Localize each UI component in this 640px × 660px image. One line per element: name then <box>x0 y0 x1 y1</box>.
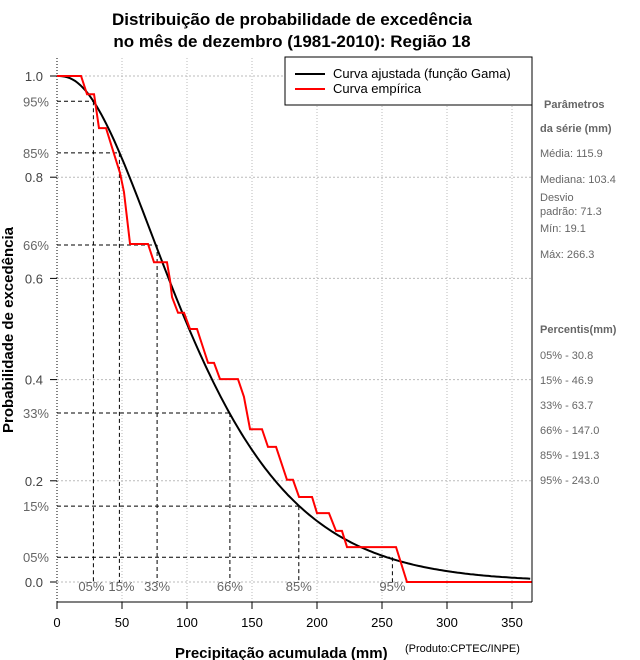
legend-box <box>284 56 533 106</box>
percentiles-list: 05% - 30.8 15% - 46.9 33% - 63.7 66% - 147.… <box>540 350 599 487</box>
credit-label: (Produto:CPTEC/INPE) <box>405 643 520 655</box>
param-min: Mín: 19.1 <box>540 223 586 235</box>
x-tick-label: 300 <box>436 615 458 630</box>
percentile-value: 85% - 191.3 <box>540 450 599 462</box>
legend-label-empirical: Curva empírica <box>333 81 422 96</box>
param-mean: Média: 115.9 <box>540 148 603 160</box>
params-title-2: da série (mm) <box>540 123 612 135</box>
x-tick-label: 150 <box>241 615 263 630</box>
x-tick-label: 250 <box>371 615 393 630</box>
y-tick-label: 0.0 <box>25 575 43 590</box>
percentile-x-label: 95% <box>379 579 405 594</box>
percentile-y-label: 85% <box>23 146 49 161</box>
percentile-value: 05% - 30.8 <box>540 350 593 362</box>
percentile-value: 33% - 63.7 <box>540 400 593 412</box>
param-median: Mediana: 103.4 <box>540 174 616 186</box>
gamma-fit-curve <box>57 75 531 580</box>
x-tick-label: 0 <box>53 615 60 630</box>
chart-title-line-2: no mês de dezembro (1981-2010): Região 1… <box>113 32 470 51</box>
params-title: Parâmetros <box>544 99 605 111</box>
percentile-x-label: 66% <box>217 579 243 594</box>
y-tick-label: 0.4 <box>25 373 43 388</box>
x-tick-label: 200 <box>306 615 328 630</box>
y-tick-label: 0.2 <box>25 474 43 489</box>
percentile-x-label: 15% <box>108 579 134 594</box>
param-sd-1: Desvio <box>540 192 574 204</box>
y-tick-label: 1.0 <box>25 69 43 84</box>
percentile-markers: 95% 05% 85% 15% 66% 33% 33% 66% 15% 85% 05% 95% <box>23 94 406 594</box>
percentiles-title: Percentis(mm) <box>540 324 617 336</box>
legend-label-gamma: Curva ajustada (função Gama) <box>333 66 511 81</box>
empirical-curve <box>57 75 532 583</box>
percentile-y-label: 95% <box>23 94 49 109</box>
chart-title-line-1: Distribuição de probabilidade de excedên… <box>112 10 472 29</box>
percentile-y-label: 33% <box>23 406 49 421</box>
x-tick-label: 50 <box>115 615 129 630</box>
percentile-y-label: 66% <box>23 238 49 253</box>
x-tick-label: 350 <box>501 615 523 630</box>
percentile-y-label: 05% <box>23 550 49 565</box>
x-tick-label: 100 <box>176 615 198 630</box>
percentile-x-label: 33% <box>144 579 170 594</box>
series-parameters-panel: Parâmetros da série (mm) Média: 115.9 Me… <box>540 99 617 487</box>
y-tick-label: 0.8 <box>25 170 43 185</box>
x-axis-label: Precipitação acumulada (mm) <box>175 645 388 660</box>
axes: 0 50 100 150 200 250 300 350 0.0 0.2 0.4 0.6 0.8 1.0 <box>25 58 533 630</box>
y-tick-label: 0.6 <box>25 271 43 286</box>
percentile-x-label: 05% <box>78 579 104 594</box>
y-axis-label: Probabilidade de excedência <box>0 226 17 433</box>
percentile-value: 95% - 243.0 <box>540 475 599 487</box>
legend: Curva ajustada (função Gama) Curva empír… <box>284 56 533 106</box>
percentile-value: 15% - 46.9 <box>540 375 593 387</box>
param-max: Máx: 266.3 <box>540 249 594 261</box>
percentile-y-label: 15% <box>23 499 49 514</box>
percentile-x-label: 85% <box>286 579 312 594</box>
grid <box>56 58 532 602</box>
param-sd-2: padrão: 71.3 <box>540 206 602 218</box>
percentile-value: 66% - 147.0 <box>540 425 599 437</box>
